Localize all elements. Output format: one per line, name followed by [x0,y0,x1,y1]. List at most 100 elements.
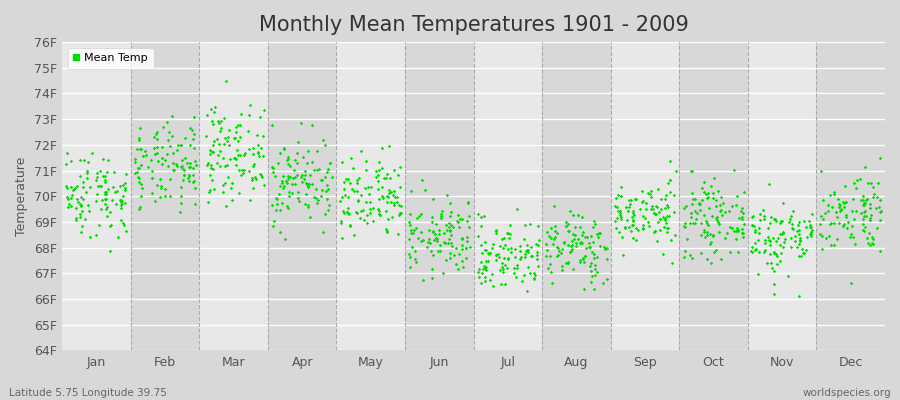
Point [340,209,355,215]
Point [114,217,129,223]
Point [418,186,432,193]
Point [113,199,128,205]
Point [803,222,817,228]
Point [486,283,500,289]
Point [170,147,184,153]
Point [816,196,831,203]
Point [372,159,386,166]
Point [629,225,643,231]
Point [234,167,248,173]
Point [871,180,886,186]
Point [548,228,562,235]
Point [79,168,94,174]
Point [824,220,838,226]
Point [147,145,161,152]
Point [544,268,559,275]
Point [803,224,817,230]
Point [590,254,604,260]
Point [711,188,725,194]
Point [621,208,635,214]
Point [572,239,587,246]
Point [163,193,177,200]
Point [91,183,105,190]
Point [731,249,745,255]
Point [479,264,493,270]
Point [343,223,357,229]
Point [325,174,339,180]
Point [745,249,760,255]
Point [710,214,724,220]
Point [610,204,625,210]
Point [151,158,166,164]
Point [699,232,714,238]
Point [713,208,727,214]
Point [822,232,836,239]
Point [518,254,532,260]
Point [439,192,454,198]
Point [586,238,600,245]
Point [341,194,356,200]
Point [609,195,624,201]
Point [587,218,601,225]
Point [183,160,197,167]
Point [72,214,86,220]
Point [530,252,544,258]
Point [315,228,329,235]
Point [148,151,163,158]
Point [213,148,228,154]
Point [130,174,145,180]
Point [93,183,107,189]
Point [294,179,309,186]
Point [662,212,677,219]
Point [833,202,848,208]
Point [333,198,347,204]
Point [413,211,428,217]
Point [590,234,605,240]
Point [731,228,745,235]
Point [337,179,351,185]
Point [518,248,533,254]
Point [698,190,713,197]
Point [526,270,541,276]
Point [776,230,790,236]
Point [227,155,241,162]
Point [302,181,316,188]
Bar [816,42,885,350]
Point [863,200,878,207]
Point [286,174,301,181]
Point [544,280,559,286]
Point [562,248,577,255]
Point [775,218,789,225]
Point [860,180,875,186]
Point [441,239,455,246]
Point [568,224,582,230]
Point [476,212,491,219]
Point [814,168,828,174]
Point [864,212,878,218]
Point [183,178,197,184]
Point [626,210,640,216]
Point [150,136,165,142]
Point [745,222,760,228]
Point [305,181,320,187]
Point [166,113,180,119]
Point [781,219,796,225]
Point [183,142,197,148]
Point [626,217,640,223]
Point [251,142,266,148]
Point [94,197,109,203]
Point [613,208,627,215]
Point [791,222,806,228]
Point [773,258,788,264]
Point [430,236,445,242]
Point [784,212,798,219]
Point [320,169,334,175]
Point [677,222,691,229]
Point [320,206,335,213]
Point [473,259,488,265]
Point [529,241,544,247]
Point [159,151,174,157]
Point [375,164,390,171]
Point [688,220,702,226]
Point [486,241,500,248]
